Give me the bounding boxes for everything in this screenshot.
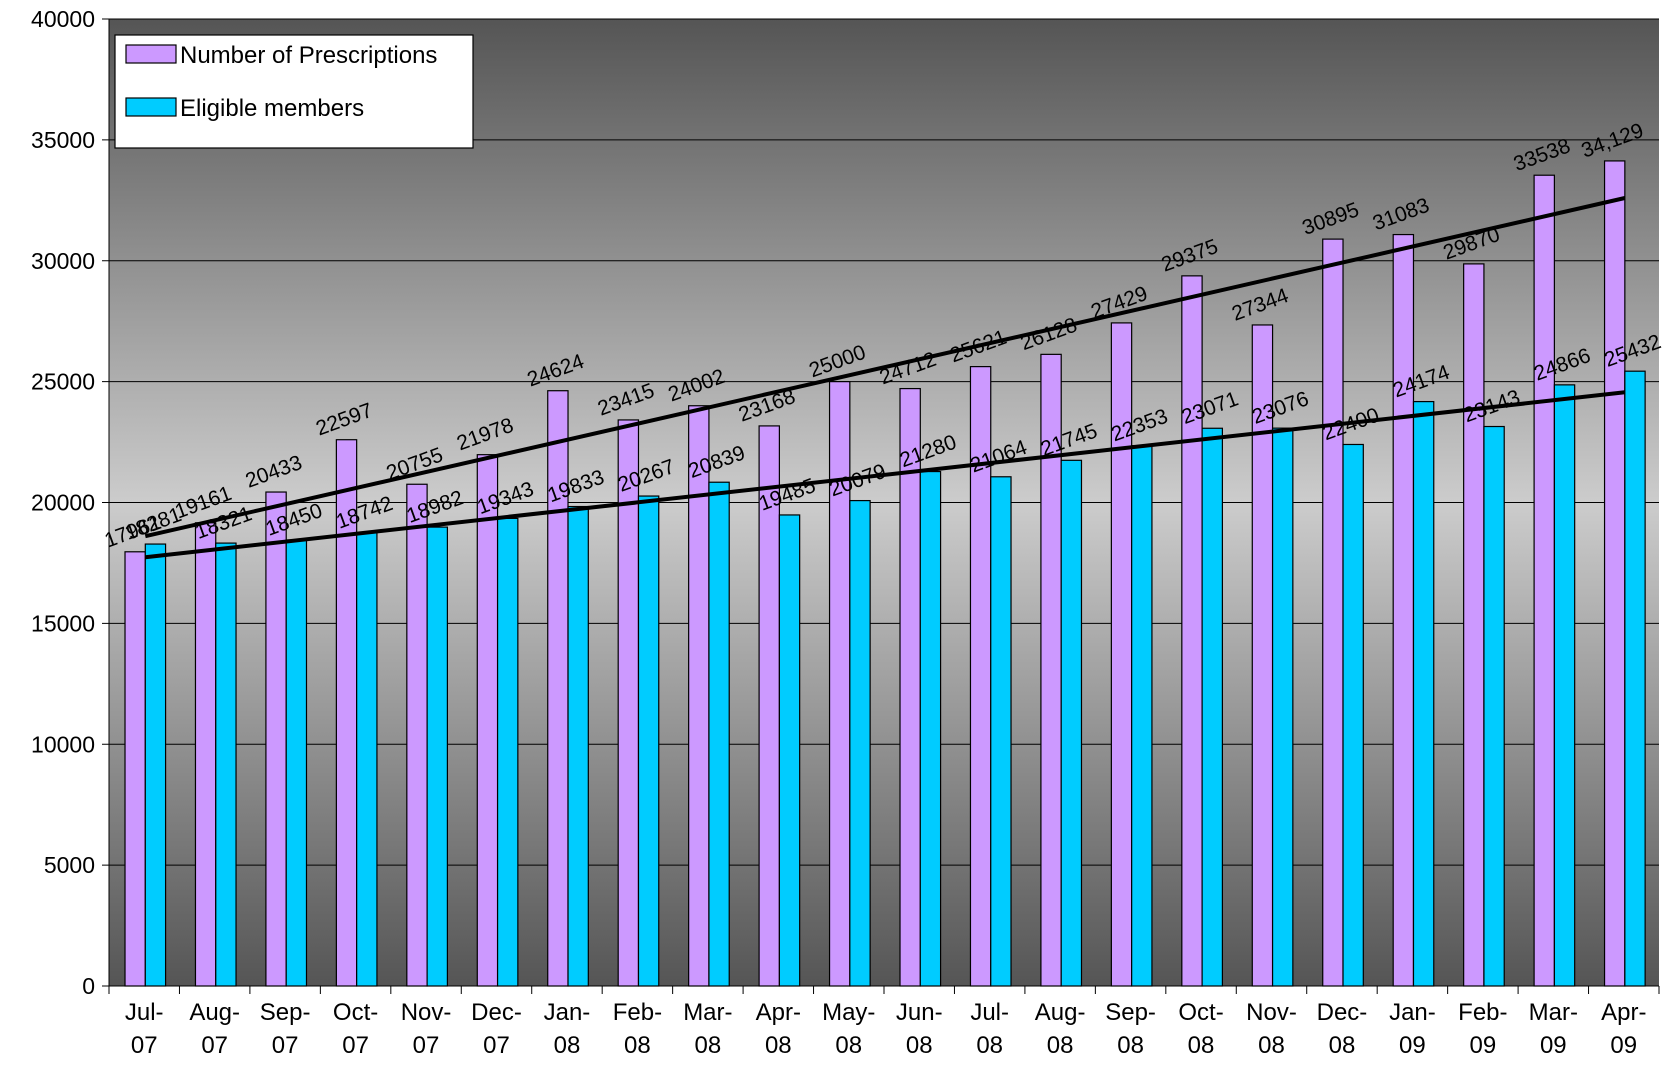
bar bbox=[637, 495, 660, 987]
y-tick-label: 20000 bbox=[31, 490, 95, 516]
bar bbox=[265, 491, 287, 987]
x-tick-label: Jul-07 bbox=[124, 999, 164, 1059]
x-tick-label: Nov-08 bbox=[1246, 999, 1297, 1059]
bar bbox=[849, 499, 871, 987]
y-tick-label: 35000 bbox=[31, 127, 95, 153]
x-tick-label: Jun-08 bbox=[895, 999, 943, 1059]
bar bbox=[215, 542, 237, 987]
y-tick-label: 5000 bbox=[44, 852, 95, 878]
bar bbox=[1392, 233, 1415, 987]
x-tick-label: Jul-08 bbox=[970, 999, 1009, 1059]
x-tick-label: Nov-07 bbox=[400, 999, 452, 1059]
bar bbox=[144, 543, 167, 987]
bar bbox=[1483, 425, 1505, 987]
x-tick-label: Oct-08 bbox=[1178, 999, 1224, 1059]
legend: Number of Prescriptions Eligible members bbox=[114, 34, 474, 149]
x-tick-label: Apr-08 bbox=[755, 999, 801, 1059]
bar bbox=[1624, 370, 1646, 987]
y-tick-label: 15000 bbox=[31, 610, 95, 636]
y-tick-label: 25000 bbox=[31, 369, 95, 395]
bar bbox=[1271, 427, 1294, 987]
bar bbox=[899, 387, 921, 987]
legend-label: Eligible members bbox=[180, 95, 364, 122]
x-tick-label: Aug-07 bbox=[189, 999, 241, 1059]
bar bbox=[1342, 443, 1364, 987]
bar bbox=[426, 526, 448, 987]
trend-line bbox=[145, 390, 1626, 560]
bar bbox=[1463, 263, 1485, 987]
y-tick-label: 40000 bbox=[31, 6, 95, 32]
legend-swatch bbox=[125, 97, 177, 117]
bar bbox=[285, 539, 308, 987]
bar bbox=[1553, 384, 1576, 987]
bar bbox=[1131, 445, 1153, 987]
x-tick-label: May-08 bbox=[822, 999, 876, 1059]
x-tick-label: Mar-09 bbox=[1528, 999, 1578, 1059]
legend-label: Number of Prescriptions bbox=[180, 42, 437, 69]
bar bbox=[990, 476, 1012, 987]
x-tick-label: Jan-09 bbox=[1389, 999, 1436, 1059]
y-tick-label: 30000 bbox=[31, 248, 95, 274]
x-tick-label: Sep-08 bbox=[1105, 999, 1156, 1059]
bar bbox=[708, 481, 730, 987]
trend-line bbox=[144, 196, 1626, 539]
bar bbox=[476, 454, 499, 987]
bar bbox=[1201, 427, 1223, 987]
y-tick-label: 10000 bbox=[31, 731, 95, 757]
bar bbox=[567, 505, 589, 987]
bar bbox=[356, 532, 378, 987]
x-tick-label: Aug-08 bbox=[1034, 999, 1086, 1059]
x-tick-label: Oct-07 bbox=[332, 999, 379, 1059]
x-tick-label: Jan-08 bbox=[543, 999, 591, 1059]
bar bbox=[1412, 400, 1435, 987]
x-tick-label: Mar-08 bbox=[683, 999, 733, 1059]
bar bbox=[1322, 238, 1344, 987]
x-tick-label: Feb-09 bbox=[1458, 999, 1508, 1059]
x-tick-label: Dec-07 bbox=[471, 999, 522, 1059]
bar bbox=[496, 517, 519, 987]
bar bbox=[919, 470, 942, 987]
bar bbox=[1603, 160, 1626, 987]
bar bbox=[1181, 275, 1203, 987]
bar bbox=[124, 551, 146, 987]
bar bbox=[778, 514, 801, 987]
x-tick-label: Apr-09 bbox=[1601, 999, 1647, 1059]
x-tick-label: Sep-07 bbox=[259, 999, 311, 1059]
bar bbox=[406, 483, 428, 987]
bar bbox=[1060, 459, 1083, 987]
y-tick-label: 0 bbox=[82, 973, 95, 999]
bar bbox=[1533, 174, 1555, 987]
x-tick-label: Dec-08 bbox=[1316, 999, 1368, 1059]
x-tick-label: Feb-08 bbox=[612, 999, 663, 1059]
bar bbox=[194, 522, 217, 987]
legend-swatch bbox=[125, 44, 177, 64]
